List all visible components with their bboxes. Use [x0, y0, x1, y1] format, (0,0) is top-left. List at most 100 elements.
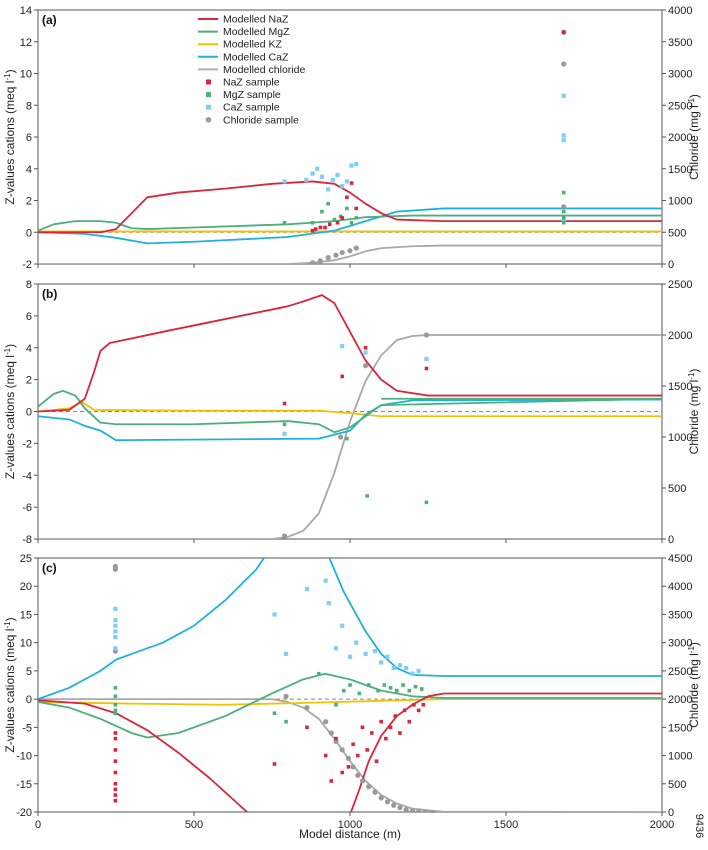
y2-tick-label: 3000 [668, 69, 692, 81]
caz-sample-point [326, 601, 331, 606]
chloride-sample-point [345, 755, 352, 761]
legend-label: Chloride sample [223, 114, 299, 126]
panel-label: (a) [42, 13, 57, 27]
mgz-sample-point [284, 719, 288, 724]
naz-sample-point [421, 702, 426, 707]
plot-area [38, 29, 662, 264]
y2-tick-label: 1000 [668, 751, 692, 763]
y2-tick-label: 0 [668, 259, 674, 271]
mgz-sample-point [113, 694, 118, 699]
chloride-sample-point [391, 802, 397, 808]
caz-sample-point [354, 161, 359, 167]
y-tick-label: 10 [20, 69, 32, 81]
chloride-sample-point [333, 252, 339, 258]
caz-sample-point [304, 177, 309, 182]
naz-sample-point [424, 366, 429, 371]
mgz-sample-point [326, 201, 330, 206]
caz-sample-point [335, 173, 340, 178]
legend-item: Modelled CaZ [198, 51, 289, 63]
kz-model-line [38, 698, 662, 706]
naz-sample-point [416, 708, 421, 713]
x-tick-label: 1000 [338, 819, 362, 831]
mgz-sample-point [310, 220, 315, 225]
naz-sample-point [340, 770, 344, 775]
naz-sample-point [398, 731, 402, 735]
mgz-sample-point [349, 220, 354, 225]
naz-sample-point [379, 719, 383, 724]
chart-panel: -2 0 2 4 6 8 10 12 14 0 500 1000 1500 2000 2500 3000 350… [3, 5, 702, 271]
caz-sample-point [282, 431, 287, 436]
chloride-sample-point [325, 255, 331, 261]
caz-sample-point [410, 671, 415, 676]
y2-tick-label: 1000 [668, 432, 692, 444]
chloride-sample-point [283, 693, 289, 699]
mgz-sample-point [407, 688, 412, 693]
y-tick-label: 2 [26, 196, 32, 208]
y-tick-label: 5 [26, 666, 32, 678]
caz-model-line [38, 558, 265, 700]
y2-tick-label: 1000 [668, 196, 692, 208]
naz-sample-point [388, 725, 393, 730]
y2-tick-label: 2500 [668, 100, 692, 112]
y2-axis-title: Chloride (mg l-1) [687, 369, 702, 455]
y2-axis-title: Chloride (mg l-1) [687, 94, 702, 180]
y-tick-label: 0 [26, 407, 32, 419]
naz-sample-point [323, 225, 327, 230]
mgz-sample-point [561, 216, 566, 220]
chloride-sample-point [338, 434, 344, 440]
chloride-sample-point [423, 332, 430, 338]
mgz-sample-point [561, 209, 566, 214]
caz-sample-point [323, 578, 328, 583]
caz-sample-point [333, 646, 339, 651]
naz-sample-point [334, 736, 338, 741]
panel-label: (c) [42, 561, 57, 575]
chloride-sample-point [339, 747, 345, 753]
y2-tick-label: 1500 [668, 722, 692, 734]
y-tick-label: 2 [26, 375, 32, 387]
chloride-sample-point [350, 764, 356, 770]
y-tick-label: 8 [26, 100, 32, 112]
y2-tick-label: 4500 [668, 553, 692, 565]
chloride-sample-point [422, 809, 428, 812]
caz-sample-point [340, 184, 345, 189]
mgz-sample-point [282, 220, 287, 225]
x-tick-label: 2000 [650, 819, 674, 831]
caz-sample-point [363, 651, 368, 657]
mgz-sample-point [320, 209, 324, 214]
naz-sample-point [351, 742, 355, 747]
naz-sample-point [310, 228, 315, 233]
chloride-sample-point [378, 795, 384, 801]
y2-tick-label: 3000 [668, 638, 692, 650]
chloride-sample-point [359, 778, 366, 784]
y2-tick-label: 0 [668, 534, 674, 546]
legend-item: Modelled MgZ [198, 26, 290, 38]
y2-tick-label: 2000 [668, 132, 692, 144]
naz-sample-point [113, 731, 118, 735]
chloride-sample-point [339, 249, 345, 256]
naz-model-line [38, 699, 249, 812]
mgz-sample-point [413, 684, 418, 689]
x-tick-label: 0 [35, 819, 41, 831]
chart-panel: -8 -6 -4 -2 0 2 4 6 8 0 500 1000 1500 2000 2500 Z-value… [3, 279, 702, 546]
caz-sample-point [272, 612, 277, 617]
y-tick-label: -5 [22, 722, 32, 734]
mgz-model-line [38, 214, 662, 232]
x-axis-title: Model distance (m) [299, 827, 401, 841]
caz-sample-point [113, 617, 118, 623]
y-tick-label: 6 [26, 311, 32, 323]
caz-sample-point [283, 651, 289, 657]
mgz-sample-point [395, 688, 399, 693]
y-tick-label: 0 [26, 694, 32, 706]
chloride-sample-point [409, 808, 415, 812]
legend-item: Modelled chloride [198, 64, 305, 76]
mgz-sample-point [272, 711, 277, 716]
y-tick-label: 15 [20, 609, 32, 621]
mgz-model-line [38, 389, 662, 434]
y2-tick-label: 2000 [668, 694, 692, 706]
naz-sample-point [329, 779, 334, 783]
naz-sample-point [113, 759, 118, 763]
mgz-sample-point [282, 422, 287, 427]
naz-sample-point [402, 708, 407, 713]
legend-square-swatch [206, 79, 211, 85]
naz-sample-point [313, 227, 318, 231]
